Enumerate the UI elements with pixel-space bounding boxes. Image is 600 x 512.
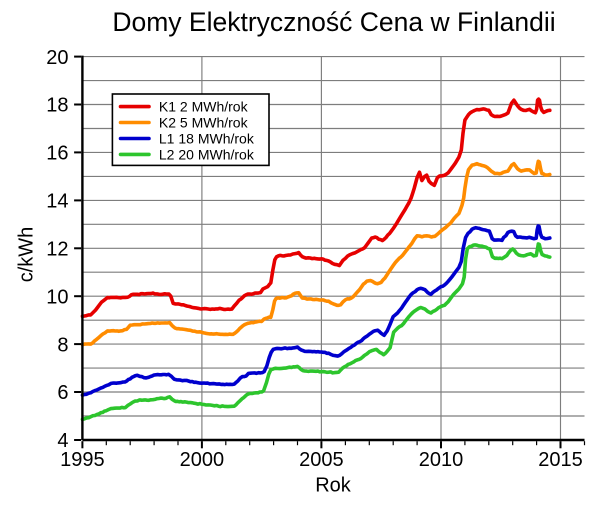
svg-text:14: 14 [46, 191, 68, 213]
svg-text:12: 12 [46, 239, 68, 261]
svg-text:18: 18 [46, 95, 68, 117]
svg-text:20: 20 [46, 47, 68, 69]
svg-text:Domy Elektryczność Cena w Finl: Domy Elektryczność Cena w Finlandii [112, 7, 555, 37]
svg-text:L2 20 MWh/rok: L2 20 MWh/rok [159, 146, 255, 162]
svg-text:L1 18 MWh/rok: L1 18 MWh/rok [159, 131, 255, 147]
svg-text:6: 6 [57, 382, 68, 404]
svg-text:16: 16 [46, 143, 68, 165]
svg-text:2010: 2010 [419, 449, 464, 471]
svg-text:8: 8 [57, 334, 68, 356]
svg-text:2000: 2000 [180, 449, 225, 471]
svg-text:10: 10 [46, 286, 68, 308]
svg-text:K2 5 MWh/rok: K2 5 MWh/rok [159, 115, 249, 131]
svg-text:2015: 2015 [538, 449, 583, 471]
svg-text:K1 2 MWh/rok: K1 2 MWh/rok [159, 99, 249, 115]
svg-text:1995: 1995 [60, 449, 105, 471]
svg-text:Rok: Rok [315, 475, 352, 497]
svg-text:4: 4 [57, 430, 68, 452]
svg-text:c/kWh: c/kWh [16, 227, 38, 283]
svg-text:2005: 2005 [299, 449, 344, 471]
